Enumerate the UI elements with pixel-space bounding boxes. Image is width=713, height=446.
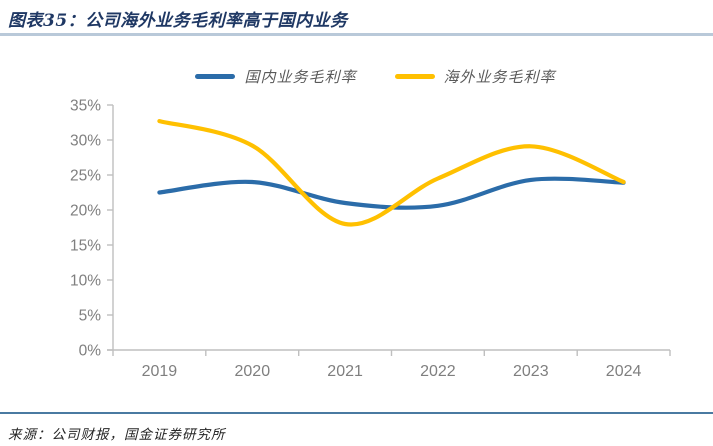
- x-axis-label: 2021: [327, 363, 363, 380]
- y-axis-label: 10%: [70, 273, 101, 290]
- series-line-domestic: [157, 176, 626, 210]
- y-axis-label: 25%: [70, 168, 101, 185]
- legend-item-overseas: 海外业务毛利率: [394, 66, 556, 87]
- legend-line-swatch-overseas: [394, 74, 435, 79]
- x-axis-label: 2020: [235, 363, 271, 380]
- legend-line-swatch-domestic: [195, 74, 236, 79]
- x-axis-label: 2019: [142, 363, 178, 380]
- y-axis-label: 35%: [70, 98, 101, 115]
- legend-item-domestic: 国内业务毛利率: [195, 66, 356, 87]
- y-axis-label: 20%: [70, 203, 101, 220]
- y-axis-label: 5%: [79, 308, 102, 325]
- source-text: 来源：公司财报，国金证券研究所: [8, 427, 226, 443]
- series-line-overseas: [157, 119, 626, 227]
- x-axis-label: 2022: [420, 363, 456, 380]
- y-axis-label: 0%: [79, 343, 102, 360]
- legend-label-domestic: 国内业务毛利率: [244, 68, 357, 86]
- x-axis-label: 2024: [606, 363, 642, 380]
- source-divider: [0, 412, 713, 414]
- y-axis-label: 15%: [70, 238, 101, 255]
- x-axis-label: 2023: [513, 363, 549, 380]
- title-divider: [0, 33, 713, 36]
- legend: 国内业务毛利率 海外业务毛利率: [0, 66, 713, 87]
- y-axis-label: 30%: [70, 133, 101, 150]
- chart-title: 图表35：公司海外业务毛利率高于国内业务: [8, 11, 348, 31]
- legend-label-overseas: 海外业务毛利率: [443, 68, 556, 86]
